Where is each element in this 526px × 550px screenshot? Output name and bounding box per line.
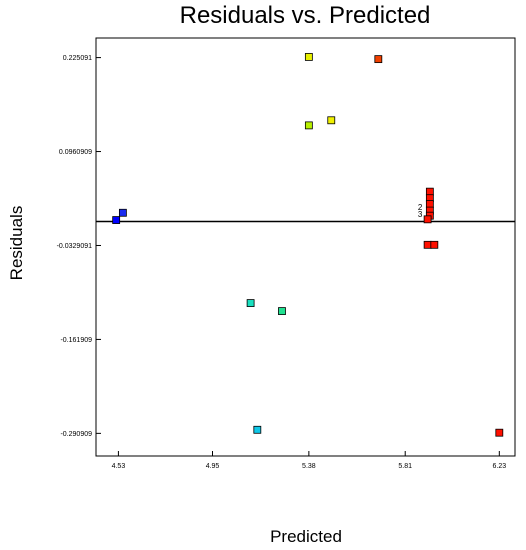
y-axis-title: Residuals (7, 206, 26, 281)
data-point (374, 55, 383, 64)
data-point (304, 53, 313, 61)
x-axis-ticks: 4.53 4.95 5.38 5.81 6.23 (112, 451, 507, 470)
y-tick-label: 0.0960909 (59, 149, 92, 156)
data-point (253, 425, 262, 434)
data-point (425, 187, 434, 196)
data-point (327, 116, 336, 125)
data-point (423, 240, 432, 249)
data-point (430, 240, 439, 249)
plot-area (95, 37, 516, 457)
y-tick-label: -0.290909 (60, 431, 92, 438)
x-tick-label: 4.53 (112, 463, 126, 470)
chart-title: Residuals vs. Predicted (180, 2, 431, 29)
y-axis-ticks: 0.225091 0.0960909 -0.0329091 -0.161909 -0.2… (57, 55, 101, 438)
data-point (246, 299, 255, 307)
x-tick-label: 4.95 (206, 463, 220, 470)
x-tick-label: 5.81 (398, 463, 412, 470)
data-points (112, 53, 504, 437)
x-axis-title: Predicted (270, 527, 342, 546)
data-point (278, 307, 286, 315)
point-count-label: 3 (418, 210, 423, 219)
y-tick-label: -0.161909 (60, 337, 92, 344)
x-tick-label: 5.38 (302, 463, 316, 470)
data-point (304, 121, 313, 130)
y-tick-label: 0.225091 (63, 55, 92, 62)
data-point (423, 215, 432, 224)
point-count-labels: 23 (418, 203, 423, 219)
data-point (112, 216, 121, 224)
point-count-label: 2 (418, 203, 423, 212)
data-point (495, 428, 504, 437)
data-point (118, 208, 127, 217)
x-tick-label: 6.23 (493, 463, 507, 470)
y-tick-label: -0.0329091 (57, 243, 93, 250)
data-point (425, 200, 434, 208)
